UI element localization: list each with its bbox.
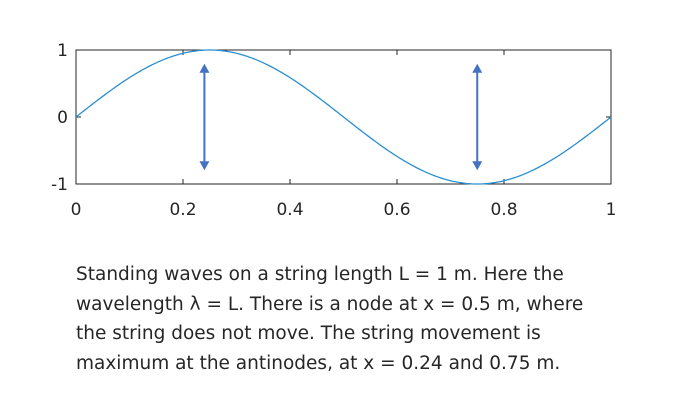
- wave-line: [75, 49, 612, 185]
- arrow-head-up: [199, 63, 210, 73]
- caption-line: maximum at the antinodes, at x = 0.24 an…: [76, 352, 561, 374]
- figure-caption: Standing waves on a string length L = 1 …: [76, 260, 636, 378]
- x-tick-label: 1: [606, 200, 617, 220]
- wave-series: [75, 49, 612, 185]
- x-tick-label: 0.2: [169, 200, 196, 220]
- double-arrow: [472, 63, 483, 171]
- caption-line: Standing waves on a string length L = 1 …: [76, 264, 564, 285]
- y-tick-label: 1: [57, 41, 68, 61]
- amplitude-arrows: [199, 63, 483, 171]
- y-tick-label: 0: [57, 108, 68, 128]
- x-tick-label: 0.6: [383, 200, 410, 220]
- arrow-head-down: [472, 161, 483, 171]
- x-tick-label: 0.4: [276, 200, 303, 220]
- caption-line: the string does not move. The string mov…: [76, 323, 541, 344]
- standing-wave-chart: 0 0.2 0.4 0.6 0.8 1-101: [51, 41, 616, 220]
- x-tick-label: 0.8: [490, 200, 517, 220]
- x-tick-label: 0: [71, 200, 82, 220]
- caption-line: wavelength λ = L. There is a node at x =…: [76, 293, 584, 315]
- y-tick-label: -1: [51, 175, 68, 195]
- axis-tick-labels: 0 0.2 0.4 0.6 0.8 1-101: [51, 41, 616, 220]
- arrow-head-up: [472, 63, 483, 73]
- arrow-head-down: [199, 161, 210, 171]
- double-arrow: [199, 63, 210, 171]
